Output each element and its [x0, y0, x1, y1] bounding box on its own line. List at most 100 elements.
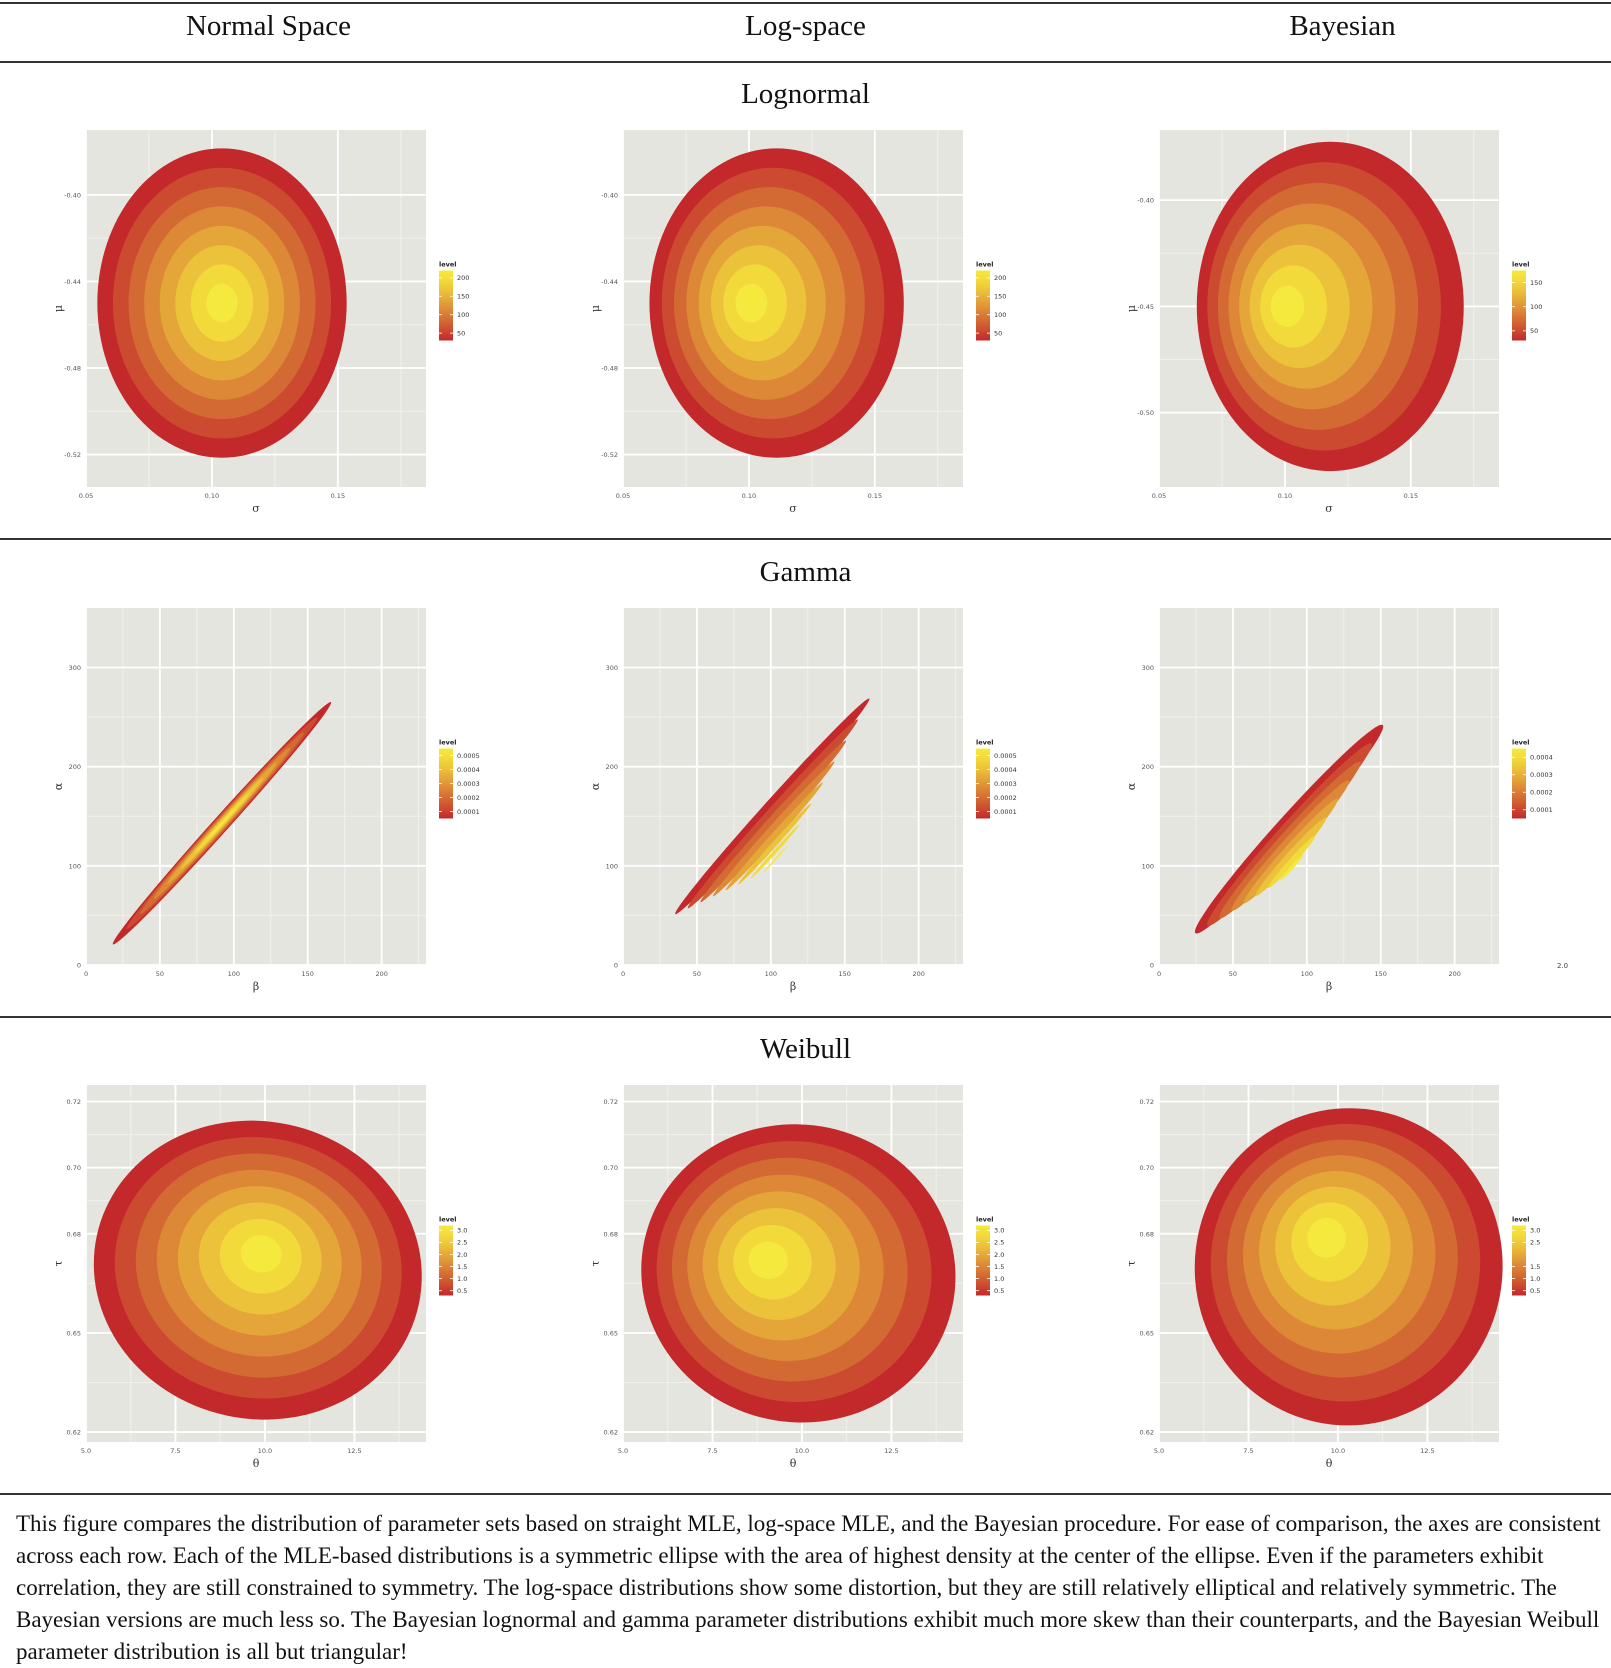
y-axis-label: α: [52, 782, 65, 790]
x-tick-label: 100: [228, 970, 240, 978]
legend-tick-label: 150: [457, 293, 469, 301]
x-tick-label: 50: [156, 970, 164, 978]
contour-band-8: [1280, 854, 1304, 881]
legend-tick-label: 0.5: [1530, 1287, 1540, 1295]
y-tick-label: 200: [1142, 763, 1154, 771]
x-tick-label: 0.05: [1152, 492, 1166, 500]
x-tick-label: 150: [302, 970, 314, 978]
legend-tick-label: 50: [457, 329, 465, 337]
legend-title: level: [439, 261, 457, 269]
y-tick-label: -0.44: [64, 278, 81, 286]
y-tick-label: 0.68: [604, 1230, 618, 1238]
x-tick-label: 200: [912, 970, 924, 978]
x-tick-label: 0.15: [1404, 492, 1418, 500]
top-rule: [0, 2, 1611, 4]
x-tick-label: 0.15: [868, 492, 882, 500]
y-tick-label: 200: [69, 763, 81, 771]
legend-tick-label: 0.0003: [994, 780, 1017, 788]
contour-band-5: [725, 782, 823, 891]
x-tick-label: 0.10: [205, 492, 219, 500]
legend-colorbar: [439, 1225, 453, 1296]
y-tick-label: 0.68: [1140, 1230, 1154, 1238]
x-tick-label: 200: [1448, 970, 1460, 978]
y-tick-label: -0.44: [601, 278, 618, 286]
legend-tick-label: 100: [994, 311, 1006, 319]
y-tick-label: 300: [69, 664, 81, 672]
lognormal-log-space-plot: 0.05 0.10 0.15 -0.40 -0.44 -0.48 -0.52 σ μ level2…: [589, 130, 1006, 515]
y-tick-label: -0.48: [64, 365, 81, 373]
row-rule-3: [0, 1493, 1611, 1495]
lognormal-bayesian-plot: 0.05 0.10 0.15 -0.40 -0.45 -0.50 σ μ level 150 100…: [1125, 130, 1542, 515]
legend-tick-label: 0.0004: [457, 766, 480, 774]
legend-tick-label: 100: [457, 311, 469, 319]
legend-title: level: [439, 739, 457, 747]
y-tick-label: -0.52: [64, 451, 81, 459]
y-axis-label: μ: [1125, 305, 1138, 312]
x-axis-label: θ: [790, 1457, 797, 1470]
x-tick-label: 0: [84, 970, 88, 978]
x-axis-label: β: [253, 980, 259, 993]
contour-band-8: [1270, 285, 1305, 327]
x-axis-label: β: [790, 980, 796, 993]
y-tick-label: 100: [1142, 862, 1154, 870]
x-tick-label: 12.5: [1420, 1447, 1434, 1455]
legend-tick-label: 0.5: [457, 1287, 467, 1295]
legend-colorbar: [1512, 748, 1526, 819]
legend-colorbar: [439, 748, 453, 819]
x-tick-label: 0: [1157, 970, 1161, 978]
legend-tick-label: 0.0003: [1530, 771, 1553, 779]
legend-colorbar: [1512, 1225, 1526, 1296]
legend-tick-label: 0.0002: [1530, 789, 1553, 797]
x-tick-label: 50: [1229, 970, 1237, 978]
y-tick-label: -0.50: [1137, 409, 1154, 417]
legend-tick-label: 100: [1530, 303, 1542, 311]
contour-band-4: [712, 761, 835, 897]
y-tick-label: 0.72: [604, 1098, 618, 1106]
legend-tick-label: 3.0: [994, 1227, 1004, 1235]
row-rule-2: [0, 1016, 1611, 1018]
y-tick-label: -0.40: [64, 191, 81, 199]
x-axis-label: σ: [1325, 502, 1333, 515]
legend-tick-label: 2.5: [994, 1239, 1004, 1247]
legend-tick-label: 1.0: [1530, 1275, 1540, 1283]
contour-band-8: [206, 283, 238, 323]
legend-tick-label: 200: [457, 274, 469, 282]
row-title-weibull: Weibull: [759, 1033, 852, 1065]
density-contours: [93, 1120, 422, 1420]
x-axis-label: σ: [252, 502, 260, 515]
contour-band-8: [240, 1235, 282, 1273]
figure-caption: This figure compares the distribution of…: [16, 1511, 1601, 1664]
weibull-log-space-plot: 5.0 7.5 10.0 12.5 0.62 0.65 0.68 0.70 0.72 θ τ leve…: [589, 1085, 1004, 1470]
density-contours: [1196, 141, 1464, 472]
legend-title: level: [439, 1216, 457, 1224]
x-tick-label: 0.15: [331, 492, 345, 500]
x-tick-label: 150: [1375, 970, 1387, 978]
legend-tick-label: 0.0002: [457, 794, 480, 802]
y-tick-label: 0.62: [604, 1429, 618, 1437]
y-axis-label: α: [1125, 782, 1138, 790]
legend-title: level: [976, 1216, 994, 1224]
x-tick-label: 12.5: [884, 1447, 898, 1455]
lognormal-normal-space-plot: 0.05 0.10 0.15 -0.40 -0.44 -0.48 -0.52 σ μ level2…: [52, 130, 469, 515]
y-axis-label: μ: [589, 305, 602, 312]
legend-colorbar: [976, 1225, 990, 1296]
legend-tick-label: 150: [1530, 279, 1542, 287]
y-tick-label: -0.40: [601, 191, 618, 199]
y-tick-label: 300: [606, 664, 618, 672]
x-tick-label: 10.0: [258, 1447, 272, 1455]
legend-tick-label: 0.5: [994, 1287, 1004, 1295]
x-tick-label: 200: [375, 970, 387, 978]
density-contours: [97, 148, 347, 458]
legend-colorbar: [439, 270, 453, 341]
y-tick-label: 0.72: [1140, 1098, 1154, 1106]
x-axis-label: σ: [789, 502, 797, 515]
row-title-lognormal: Lognormal: [741, 78, 870, 110]
contour-band-8: [735, 283, 768, 323]
y-tick-label: 0.70: [1140, 1164, 1154, 1172]
density-contours: [1194, 724, 1384, 934]
y-tick-label: 0.62: [67, 1429, 81, 1437]
y-tick-label: 100: [69, 862, 81, 870]
x-tick-label: 150: [839, 970, 851, 978]
contour-band-8: [748, 1241, 788, 1279]
